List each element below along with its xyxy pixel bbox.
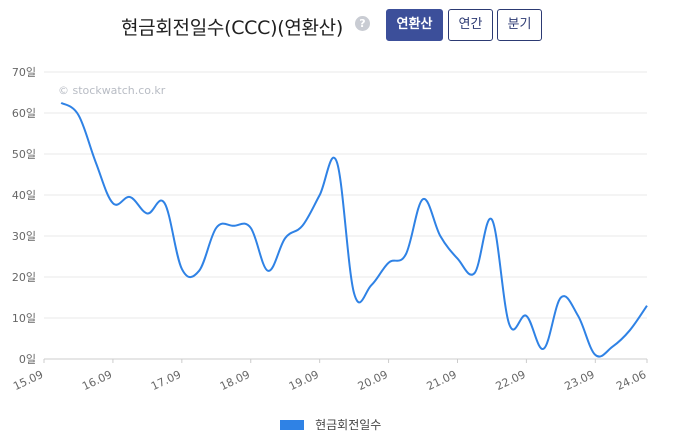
data-point — [93, 160, 98, 165]
x-tick-label: 21.09 — [425, 368, 459, 393]
data-point — [541, 346, 546, 351]
data-point — [283, 236, 288, 241]
data-point — [593, 352, 598, 357]
quarterly-button[interactable]: 분기 — [497, 9, 542, 41]
data-point — [300, 223, 305, 228]
x-tick-label: 23.09 — [563, 368, 597, 393]
x-tick-label: 16.09 — [80, 368, 114, 393]
y-tick-label: 20일 — [12, 270, 36, 284]
data-point — [76, 113, 81, 118]
y-tick-label: 0일 — [19, 352, 36, 366]
data-point — [576, 313, 581, 318]
data-point — [162, 201, 167, 206]
chart-header: 현금회전일수(CCC)(연환산) ? 연환산 연간 분기 — [0, 0, 673, 52]
data-point — [352, 291, 357, 296]
data-point — [248, 225, 253, 230]
data-point — [179, 266, 184, 271]
data-point — [455, 256, 460, 261]
data-point — [489, 217, 494, 222]
y-tick-label: 30일 — [12, 229, 36, 243]
data-point — [231, 223, 236, 228]
data-point — [558, 295, 563, 300]
y-tick-label: 40일 — [12, 188, 36, 202]
y-tick-label: 50일 — [12, 147, 36, 161]
grid-lines — [44, 71, 647, 360]
data-point — [145, 211, 150, 216]
x-axis: 15.09 16.09 17.09 18.09 19.09 20.09 21.09 22.09… — [11, 359, 648, 393]
x-tick-label: 24.06 — [614, 368, 648, 393]
y-tick-label: 70일 — [12, 65, 36, 79]
legend[interactable]: 현금회전일수 — [280, 414, 381, 432]
x-tick-label: 17.09 — [149, 368, 183, 393]
x-tick-label: 20.09 — [356, 368, 390, 393]
data-point — [128, 195, 133, 200]
y-tick-label: 60일 — [12, 106, 36, 120]
data-point — [472, 270, 477, 275]
y-axis: 0일 10일 20일 30일 40일 50일 60일 70일 — [12, 65, 36, 366]
annualized-button[interactable]: 연환산 — [386, 9, 443, 41]
x-tick-label: 15.09 — [11, 368, 45, 393]
help-icon[interactable]: ? — [355, 16, 370, 31]
legend-swatch — [280, 419, 304, 430]
data-point — [627, 328, 632, 333]
data-point — [438, 234, 443, 239]
data-point — [403, 252, 408, 257]
x-tick-label: 22.09 — [494, 368, 528, 393]
series-line — [60, 101, 648, 358]
data-point — [110, 201, 115, 206]
data-point — [507, 322, 512, 327]
annual-button[interactable]: 연간 — [448, 9, 493, 41]
y-tick-label: 10일 — [12, 311, 36, 325]
data-point — [334, 160, 339, 165]
data-point — [317, 193, 322, 198]
data-point — [645, 303, 650, 308]
data-point — [610, 344, 615, 349]
data-point — [369, 283, 374, 288]
legend-label: 현금회전일수 — [315, 418, 382, 432]
x-tick-label: 19.09 — [287, 368, 321, 393]
series-group — [59, 100, 650, 358]
data-point — [214, 225, 219, 230]
watermark: © stockwatch.co.kr — [58, 84, 166, 97]
x-tick-label: 18.09 — [218, 368, 252, 393]
data-point — [197, 268, 202, 273]
chart-title: 현금회전일수(CCC)(연환산) — [121, 17, 343, 39]
data-point — [524, 313, 529, 318]
data-point — [386, 260, 391, 265]
data-point — [421, 197, 426, 202]
data-point — [59, 100, 64, 105]
data-point — [265, 268, 270, 273]
